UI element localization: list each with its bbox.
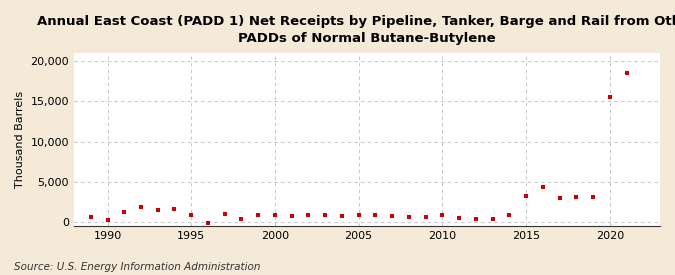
Point bbox=[353, 213, 364, 218]
Point bbox=[387, 214, 398, 218]
Point bbox=[504, 213, 515, 217]
Point bbox=[604, 95, 615, 100]
Point bbox=[236, 216, 247, 221]
Point bbox=[320, 213, 331, 218]
Point bbox=[554, 196, 565, 200]
Point bbox=[370, 213, 381, 218]
Point bbox=[219, 212, 230, 216]
Point bbox=[136, 205, 146, 210]
Point bbox=[253, 213, 264, 218]
Point bbox=[202, 221, 213, 225]
Point bbox=[153, 208, 163, 212]
Point bbox=[437, 213, 448, 217]
Point bbox=[487, 217, 498, 222]
Point bbox=[269, 213, 280, 218]
Point bbox=[621, 71, 632, 75]
Point bbox=[85, 215, 96, 219]
Point bbox=[286, 214, 297, 218]
Point bbox=[571, 195, 582, 199]
Title: Annual East Coast (PADD 1) Net Receipts by Pipeline, Tanker, Barge and Rail from: Annual East Coast (PADD 1) Net Receipts … bbox=[37, 15, 675, 45]
Point bbox=[588, 195, 599, 199]
Point bbox=[520, 194, 531, 198]
Point bbox=[421, 215, 431, 219]
Point bbox=[186, 213, 196, 217]
Point bbox=[102, 218, 113, 222]
Point bbox=[337, 214, 348, 218]
Point bbox=[404, 215, 414, 219]
Point bbox=[119, 210, 130, 214]
Point bbox=[537, 185, 548, 189]
Y-axis label: Thousand Barrels: Thousand Barrels bbox=[15, 91, 25, 188]
Text: Source: U.S. Energy Information Administration: Source: U.S. Energy Information Administ… bbox=[14, 262, 260, 272]
Point bbox=[470, 216, 481, 221]
Point bbox=[169, 207, 180, 211]
Point bbox=[454, 216, 464, 220]
Point bbox=[303, 213, 314, 217]
